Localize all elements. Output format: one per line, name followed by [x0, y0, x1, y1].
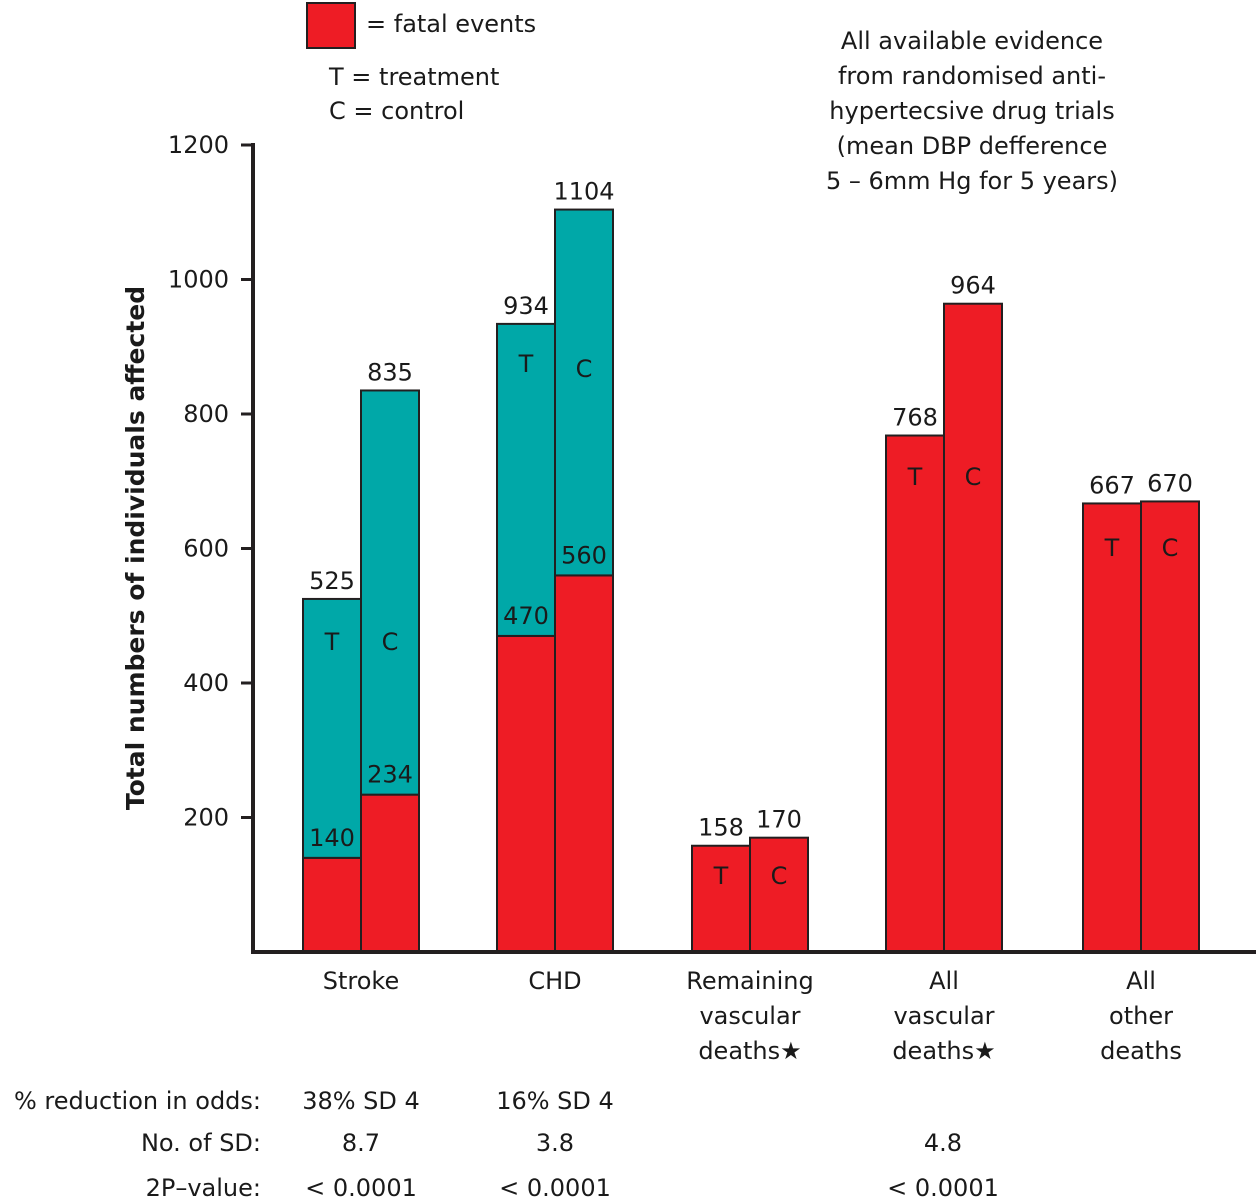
bar-letter-C: C [965, 463, 982, 491]
bar-letter-C: C [1162, 534, 1179, 562]
x-category-labels: Stroke CHD Remaining vascular deaths★ All vasc… [323, 967, 1182, 1065]
bar-letter-T: T [907, 463, 923, 491]
x-category-label: Remaining [686, 967, 813, 995]
bar-fatal-C [360, 793, 420, 954]
x-category-label: deaths★ [698, 1037, 801, 1065]
total-value-label: 670 [1147, 469, 1193, 497]
stats-value: 8.7 [342, 1129, 380, 1157]
x-category-label: deaths [1100, 1037, 1182, 1065]
bar-letter-T: T [518, 350, 534, 378]
legend: = fatal events T = treatment C = control [306, 2, 536, 125]
total-value-label: 835 [367, 358, 413, 386]
x-category-label: All [1126, 967, 1156, 995]
annotation-line: 5 – 6mm Hg for 5 years) [826, 167, 1118, 195]
bar-letter-C: C [382, 628, 399, 656]
bar-fatal-C [749, 836, 809, 953]
annotation-line: All available evidence [841, 27, 1103, 55]
fatal-value-label: 470 [503, 602, 549, 630]
stats-value: 16% SD 4 [496, 1087, 614, 1115]
stats-value: < 0.0001 [305, 1174, 417, 1202]
data-labels: 525 140 T 835 234 C 934 470 T 1104 560 C 158 T 170 C 768… [309, 178, 1193, 890]
total-value-label: 158 [698, 814, 744, 842]
x-category-label: All [929, 967, 959, 995]
stats-value: 38% SD 4 [302, 1087, 420, 1115]
annotation-line: from randomised anti- [838, 62, 1106, 90]
x-category-label: Stroke [323, 967, 399, 995]
total-value-label: 1104 [553, 178, 614, 206]
annotation-line: hypertecsive drug trials [829, 97, 1114, 125]
stats-row-label: 2P–value: [146, 1174, 261, 1202]
legend-swatch-fatal [306, 2, 356, 49]
y-tick-label: 400 [183, 669, 229, 697]
stats-row-label: % reduction in odds: [14, 1087, 261, 1115]
bar-fatal-C [554, 574, 614, 954]
bar-fatal-T [885, 434, 945, 953]
y-tick-label: 1200 [168, 131, 229, 159]
bar-nonfatal-T [302, 597, 362, 859]
total-value-label: 768 [892, 404, 938, 432]
legend-treatment-label: T = treatment [328, 63, 499, 91]
bar-fatal-T [496, 634, 556, 953]
legend-control-label: C = control [329, 97, 464, 125]
bar-fatal-T [302, 856, 362, 953]
x-category-label: deaths★ [892, 1037, 995, 1065]
total-value-label: 667 [1089, 471, 1135, 499]
fatal-value-label: 560 [561, 541, 607, 569]
y-axis-label: Total numbers of individuals affected [121, 286, 150, 810]
fatal-value-label: 140 [309, 824, 355, 852]
bar-nonfatal-T [496, 322, 556, 637]
bar-letter-C: C [771, 862, 788, 890]
stats-value: 3.8 [536, 1129, 574, 1157]
annotation-line: (mean DBP defference [837, 132, 1108, 160]
x-category-label: vascular [699, 1002, 800, 1030]
x-category-label: vascular [893, 1002, 994, 1030]
bar-fatal-C [1140, 500, 1200, 953]
total-value-label: 964 [950, 272, 996, 300]
stats-value: 4.8 [924, 1129, 962, 1157]
bar-letter-C: C [576, 355, 593, 383]
bars [302, 208, 1200, 954]
bar-nonfatal-C [554, 208, 614, 577]
y-tick-label: 800 [183, 400, 229, 428]
bar-fatal-C [943, 302, 1003, 953]
legend-fatal-label: = fatal events [366, 10, 536, 38]
stats-value: < 0.0001 [887, 1174, 999, 1202]
stats-row-label: No. of SD: [141, 1129, 261, 1157]
x-category-label: other [1109, 1002, 1173, 1030]
bar-letter-T: T [713, 862, 729, 890]
stats-table: % reduction in odds: No. of SD: 2P–value: 3… [14, 1087, 999, 1202]
stats-value: < 0.0001 [499, 1174, 611, 1202]
bar-letter-T: T [324, 628, 340, 656]
bar-letter-T: T [1104, 534, 1120, 562]
total-value-label: 170 [756, 806, 802, 834]
annotation: All available evidence from randomised a… [826, 27, 1118, 195]
fatal-value-label: 234 [367, 761, 413, 789]
bar-nonfatal-C [360, 389, 420, 796]
bar-fatal-T [1082, 502, 1142, 953]
y-tick-label: 200 [183, 804, 229, 832]
y-tick-label: 600 [183, 535, 229, 563]
y-tick-label: 1000 [168, 266, 229, 294]
total-value-label: 525 [309, 567, 355, 595]
x-category-label: CHD [528, 967, 581, 995]
axes: 200 400 600 800 1000 1200 [168, 131, 1256, 954]
total-value-label: 934 [503, 292, 549, 320]
